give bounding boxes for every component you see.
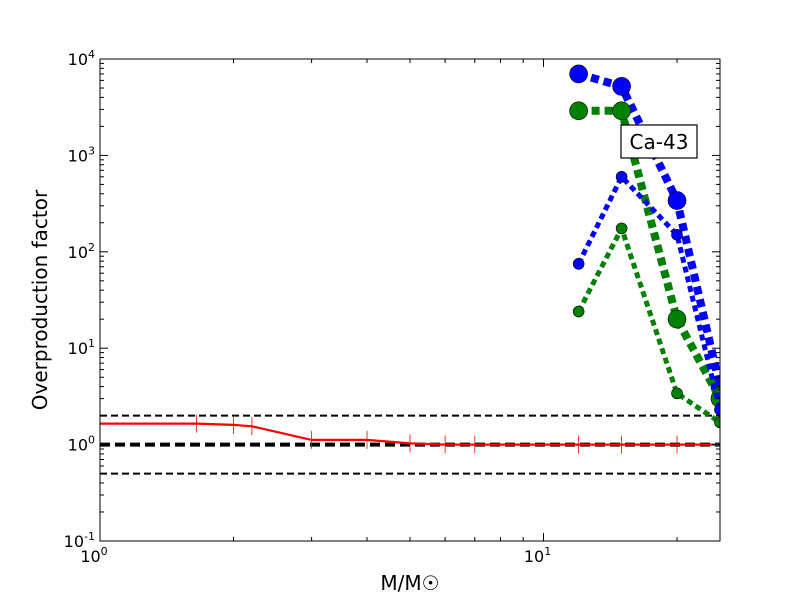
series-4-point-1 (615, 222, 628, 235)
series-2-point-0 (569, 101, 588, 121)
x-tick-label-1: 101 (524, 545, 551, 566)
annotation-box: Ca-43 (620, 124, 698, 159)
y-tick-label-4: 103 (68, 144, 95, 165)
series-3-point-1 (615, 170, 628, 183)
annotation-frame (620, 124, 698, 159)
series-4 (572, 222, 720, 429)
series-3 (572, 170, 720, 416)
y-tick-label-3: 102 (68, 241, 95, 262)
series-3-point-0 (572, 258, 585, 270)
y-tick-label-2: 101 (68, 337, 95, 358)
series-2 (569, 101, 720, 408)
series-2-point-2 (667, 309, 687, 329)
series-1-point-2 (667, 191, 687, 210)
x-axis-title: M/M☉ (380, 571, 439, 595)
series-2-point-1 (612, 101, 631, 121)
y-tick-label-0: 10-1 (64, 530, 95, 551)
annotation-label: Ca-43 (630, 130, 689, 154)
y-tick-label-5: 104 (68, 48, 95, 69)
y-tick-label-1: 100 (68, 434, 95, 455)
series-4-point-0 (572, 305, 585, 318)
series-2-line (578, 106, 720, 401)
axis-ticks (99, 58, 720, 542)
y-axis-title: Overproduction factor (28, 189, 52, 410)
series-3-point-3 (714, 403, 720, 416)
series-4-line (576, 222, 720, 425)
series-4-point-3 (714, 416, 720, 429)
series-3-point-2 (671, 229, 683, 241)
x-tick-label-0: 100 (80, 545, 107, 566)
series-4-point-2 (671, 387, 683, 400)
series-0 (100, 414, 720, 454)
series-1-point-1 (612, 77, 631, 96)
series-1-point-0 (569, 64, 588, 84)
